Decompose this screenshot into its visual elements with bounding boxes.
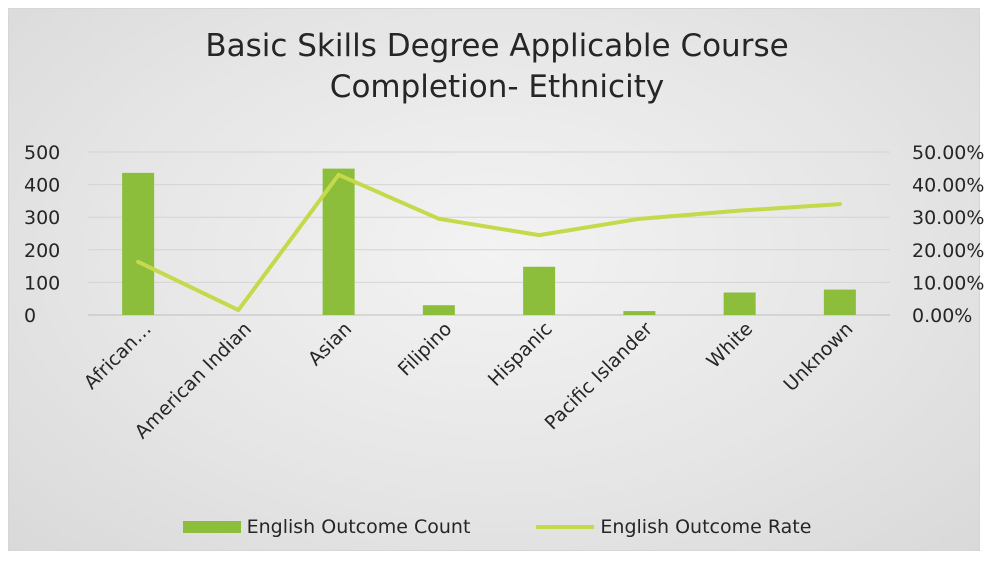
x-axis-labels: African…American Indian Asian Filipino Hisp… (80, 318, 858, 443)
y-tick-label-left: 200 (24, 240, 60, 262)
x-tick-label: Pacific Islander (541, 318, 657, 434)
chart-area (8, 8, 980, 551)
y-tick-label-left: 300 (24, 207, 60, 229)
line-series-english-outcome-rate (136, 172, 842, 313)
y-tick-label-right: 10.00% (912, 272, 984, 294)
legend-bar-swatch (182, 521, 241, 533)
legend-label-count: English Outcome Count (246, 516, 471, 538)
x-tick-label: Unknown (779, 318, 857, 396)
y-tick-label-right: 20.00% (912, 240, 984, 262)
bar (723, 292, 756, 315)
x-tick-label: White (703, 318, 758, 373)
chart-title-line-2: Completion- Ethnicity (329, 69, 665, 105)
rate-line (136, 172, 842, 313)
bar-series-english-outcome-count (122, 168, 856, 315)
y-tick-label-left: 500 (24, 142, 60, 164)
bar (523, 266, 556, 315)
bar (322, 168, 355, 315)
y-tick-label-right: 30.00% (912, 207, 984, 229)
gridlines (88, 151, 890, 316)
bar (122, 172, 155, 315)
y-axis-left-labels: 0 100 200 300 400 500 (24, 142, 60, 327)
legend-item-count: English Outcome Count (182, 516, 471, 538)
y-tick-label-left: 400 (24, 175, 60, 197)
legend-line-swatch (536, 525, 595, 529)
y-tick-label-right: 40.00% (912, 175, 984, 197)
y-tick-label-right: 0.00% (912, 305, 972, 327)
x-tick-label: African… (80, 318, 156, 394)
y-tick-label-right: 50.00% (912, 142, 984, 164)
bar (422, 305, 455, 315)
y-tick-label-left: 0 (24, 305, 36, 327)
y-axis-right-labels: 0.00% 10.00% 20.00% 30.00% 40.00% 50.00% (912, 142, 984, 327)
bar (823, 289, 856, 315)
x-tick-label: Hispanic (484, 318, 557, 391)
bar (623, 311, 656, 315)
legend-item-rate: English Outcome Rate (536, 516, 811, 538)
x-tick-label: Asian (304, 318, 356, 370)
y-tick-label-left: 100 (24, 272, 60, 294)
x-tick-label: Filipino (394, 318, 457, 381)
chart-title: Basic Skills Degree Applicable Course Co… (0, 26, 994, 108)
legend: English Outcome Count English Outcome Ra… (0, 513, 994, 541)
chart-title-line-1: Basic Skills Degree Applicable Course (205, 28, 789, 64)
legend-label-rate: English Outcome Rate (600, 516, 812, 538)
